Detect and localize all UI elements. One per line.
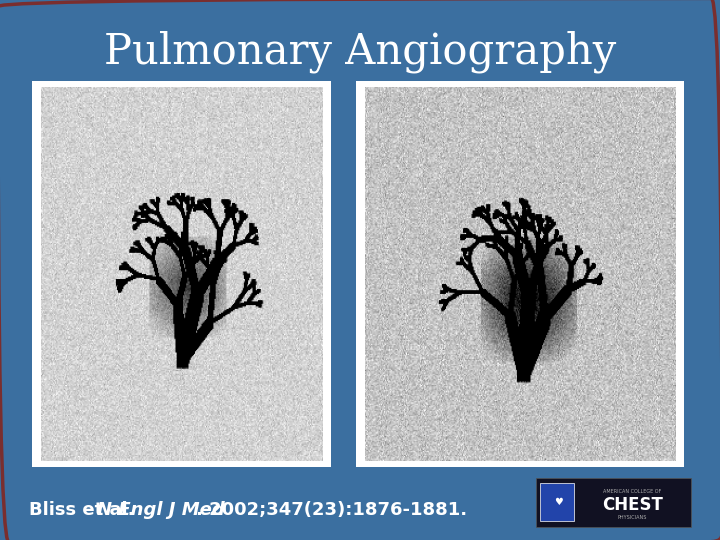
Text: Bliss et al.: Bliss et al.	[29, 501, 140, 519]
Text: Pulmonary Angiography: Pulmonary Angiography	[104, 30, 616, 72]
Text: . 2002;347(23):1876-1881.: . 2002;347(23):1876-1881.	[196, 501, 467, 519]
Bar	[356, 81, 684, 467]
Text: PHYSICIANS: PHYSICIANS	[618, 515, 647, 520]
Bar	[540, 483, 574, 521]
Text: N Engl J Med: N Engl J Med	[97, 501, 225, 519]
Text: AMERICAN COLLEGE OF: AMERICAN COLLEGE OF	[603, 489, 662, 494]
Text: CHEST: CHEST	[602, 496, 663, 514]
Text: ♥: ♥	[554, 497, 562, 507]
Bar	[32, 81, 331, 467]
Bar	[536, 478, 691, 526]
